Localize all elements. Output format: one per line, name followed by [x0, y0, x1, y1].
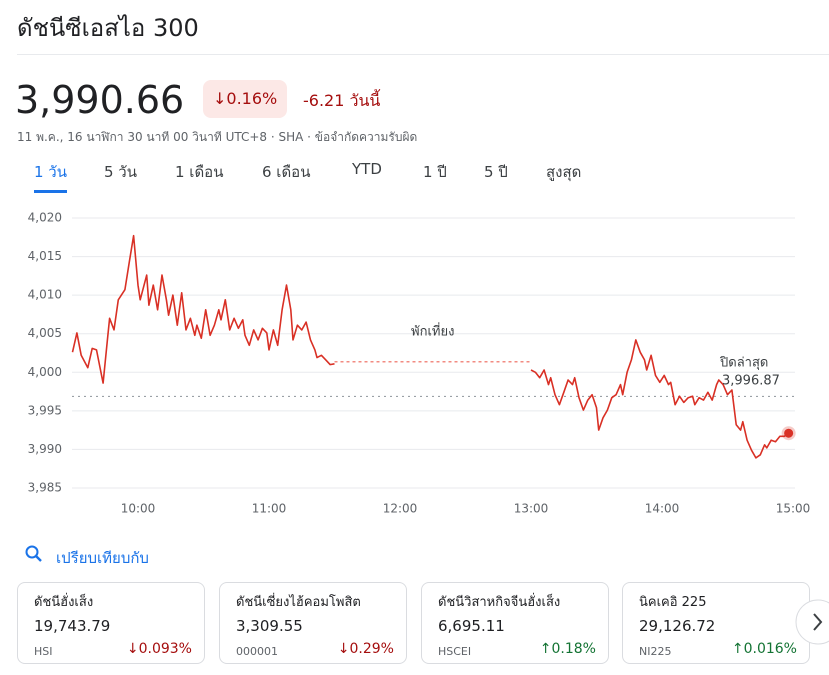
card-change: ↑0.016% — [731, 641, 797, 657]
card-ticker: HSCEI — [438, 645, 472, 658]
area-fill — [72, 235, 789, 458]
range-tab[interactable]: 1 เดือน — [175, 163, 224, 181]
range-tab[interactable]: 6 เดือน — [262, 163, 311, 181]
price-line — [71, 234, 790, 459]
previous-close-title: ปิดล่าสุด — [719, 356, 768, 371]
card-name: ดัชนีฮั่งเส็ง — [34, 595, 94, 610]
x-tick-label: 10:00 — [121, 502, 156, 516]
y-tick-label: 4,015 — [28, 249, 62, 263]
range-tab[interactable]: 5 ปี — [484, 163, 508, 181]
range-tab[interactable]: สูงสุด — [546, 163, 582, 181]
card-change: ↓0.093% — [126, 641, 192, 657]
card-name: นิคเคอิ 225 — [639, 595, 707, 610]
day-change: -6.21 วันนี้ — [303, 91, 381, 110]
card-price: 3,309.55 — [236, 617, 303, 635]
card-name: ดัชนีวิสาหกิจจีนฮั่งเส็ง — [438, 595, 561, 610]
previous-close-value: 3,996.87 — [722, 374, 780, 389]
compare-card[interactable]: ดัชนีฮั่งเส็ง 19,743.79 HSI ↓0.093% — [17, 582, 205, 664]
divider — [17, 54, 829, 55]
timestamp: 11 พ.ค., 16 นาฬิกา 30 นาที 00 วินาที UTC… — [17, 130, 418, 144]
card-price: 29,126.72 — [639, 617, 716, 635]
lunch-label: พักเที่ยง — [411, 323, 454, 340]
y-tick-label: 4,000 — [28, 365, 62, 379]
card-name: ดัชนีเซี่ยงไฮ้คอมโพสิต — [236, 595, 361, 610]
x-tick-label: 13:00 — [514, 502, 549, 516]
compare-link[interactable]: เปรียบเทียบกับ — [56, 549, 149, 567]
card-ticker: HSI — [34, 645, 53, 658]
x-tick-label: 11:00 — [252, 502, 287, 516]
change-badge: ↓0.16% — [203, 80, 288, 118]
chart: 4,020 4,015 4,010 4,005 4,000 3,995 3,990 3,985… — [28, 211, 811, 516]
x-tick-label: 12:00 — [383, 502, 418, 516]
last-point-dot — [784, 428, 794, 438]
y-tick-label: 4,020 — [28, 211, 62, 225]
card-ticker: 000001 — [236, 645, 278, 658]
x-tick-label: 15:00 — [776, 502, 811, 516]
card-price: 6,695.11 — [438, 617, 505, 635]
search-icon — [25, 545, 42, 562]
range-tab[interactable]: 1 ปี — [423, 163, 447, 181]
next-button[interactable] — [790, 596, 829, 648]
y-tick-label: 4,010 — [28, 288, 62, 302]
title: ดัชนีซีเอสไอ 300 — [17, 14, 199, 42]
y-tick-label: 4,005 — [28, 326, 62, 340]
y-tick-label: 3,995 — [28, 403, 62, 417]
y-tick-label: 3,990 — [28, 442, 62, 456]
range-tab[interactable]: YTD — [352, 160, 382, 178]
range-tab[interactable]: 1 วัน — [34, 160, 67, 193]
card-change: ↓0.29% — [337, 641, 394, 657]
compare-card[interactable]: นิคเคอิ 225 29,126.72 NI225 ↑0.016% — [622, 582, 810, 664]
range-tab[interactable]: 5 วัน — [104, 163, 137, 181]
price: 3,990.66 — [15, 78, 185, 122]
compare-card[interactable]: ดัชนีเซี่ยงไฮ้คอมโพสิต 3,309.55 000001 ↓0.2… — [219, 582, 407, 664]
card-price: 19,743.79 — [34, 617, 111, 635]
card-ticker: NI225 — [639, 645, 672, 658]
card-change: ↑0.18% — [539, 641, 596, 657]
compare-card[interactable]: ดัชนีวิสาหกิจจีนฮั่งเส็ง 6,695.11 HSCEI ↑0.… — [421, 582, 609, 664]
y-tick-label: 3,985 — [28, 481, 62, 495]
x-tick-label: 14:00 — [645, 502, 680, 516]
